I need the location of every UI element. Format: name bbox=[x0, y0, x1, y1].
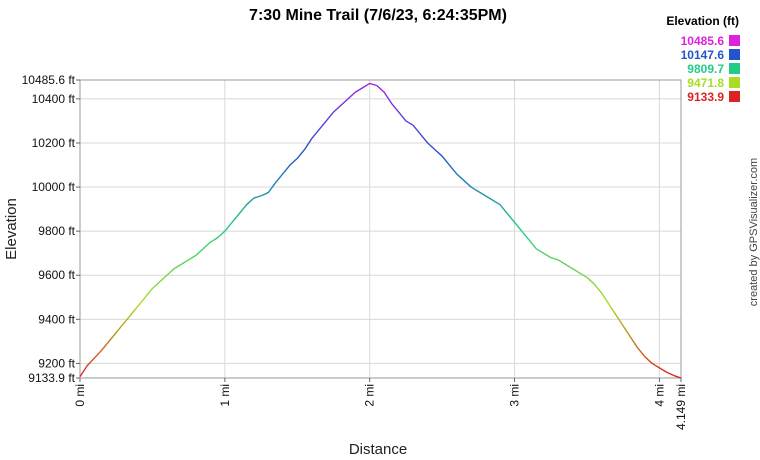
y-tick-label: 9800 ft bbox=[38, 224, 75, 238]
legend: Elevation (ft) 10485.610147.69809.79471.… bbox=[666, 14, 740, 104]
grid bbox=[79, 79, 682, 379]
y-tick-label: 10200 ft bbox=[32, 136, 76, 150]
credit-text: created by GPSVisualizer.com bbox=[748, 158, 760, 306]
legend-entry-label: 10485.6 bbox=[681, 34, 725, 48]
plot-area bbox=[79, 79, 682, 379]
x-axis-label: Distance bbox=[349, 441, 407, 458]
y-tick-label: 9600 ft bbox=[38, 268, 75, 282]
legend-entry-label: 9133.9 bbox=[687, 90, 724, 104]
legend-swatch bbox=[729, 35, 740, 46]
elevation-series-line bbox=[79, 82, 682, 379]
y-tick-label: 10000 ft bbox=[32, 180, 76, 194]
y-tick-label: 9133.9 ft bbox=[28, 371, 75, 385]
y-tick-label: 9200 ft bbox=[38, 356, 75, 370]
y-tick-label: 10485.6 ft bbox=[22, 73, 76, 87]
x-axis-ticks: 0 mi 1 mi 2 mi 3 mi 4 mi 4.149 mi bbox=[73, 378, 688, 430]
y-tick-label: 10400 ft bbox=[32, 92, 76, 106]
legend-title: Elevation (ft) bbox=[666, 14, 739, 28]
legend-swatch bbox=[729, 77, 740, 88]
y-tick-label: 9400 ft bbox=[38, 312, 75, 326]
x-tick-label: 3 mi bbox=[508, 384, 522, 407]
y-axis-label: Elevation bbox=[3, 198, 20, 260]
x-tick-label: 2 mi bbox=[363, 384, 377, 407]
legend-entry-label: 10147.6 bbox=[681, 48, 725, 62]
legend-entry-label: 9809.7 bbox=[687, 62, 724, 76]
x-tick-label: 4 mi bbox=[652, 384, 666, 407]
chart-title: 7:30 Mine Trail (7/6/23, 6:24:35PM) bbox=[249, 7, 507, 24]
legend-entry-label: 9471.8 bbox=[687, 76, 724, 90]
legend-swatch bbox=[729, 63, 740, 74]
x-tick-label: 4.149 mi bbox=[674, 384, 688, 430]
legend-swatch bbox=[729, 91, 740, 102]
legend-swatch bbox=[729, 49, 740, 60]
x-tick-label: 0 mi bbox=[73, 384, 87, 407]
x-tick-label: 1 mi bbox=[218, 384, 232, 407]
